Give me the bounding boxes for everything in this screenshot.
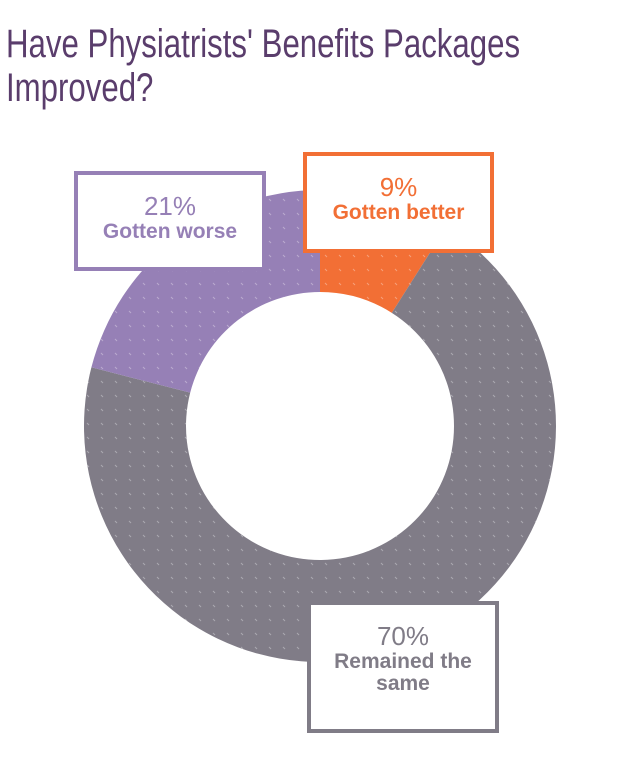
label-gotten-worse: 21% Gotten worse — [74, 171, 266, 271]
slice-value-label: 21% — [143, 191, 197, 221]
chart-title: Have Physiatrists' Benefits Packages Imp… — [6, 22, 521, 110]
slice-value-label: 9% — [379, 172, 418, 202]
slice-category-label: Remained the same — [334, 650, 472, 695]
slice-value-label: 70% — [376, 621, 430, 651]
label-gotten-better: 9% Gotten better — [303, 152, 494, 253]
slice-category-label: Gotten better — [332, 201, 465, 224]
label-remained-the-same: 70% Remained the same — [307, 601, 499, 733]
slice-category-label: Gotten worse — [102, 220, 238, 243]
slice-texture — [83, 226, 556, 662]
